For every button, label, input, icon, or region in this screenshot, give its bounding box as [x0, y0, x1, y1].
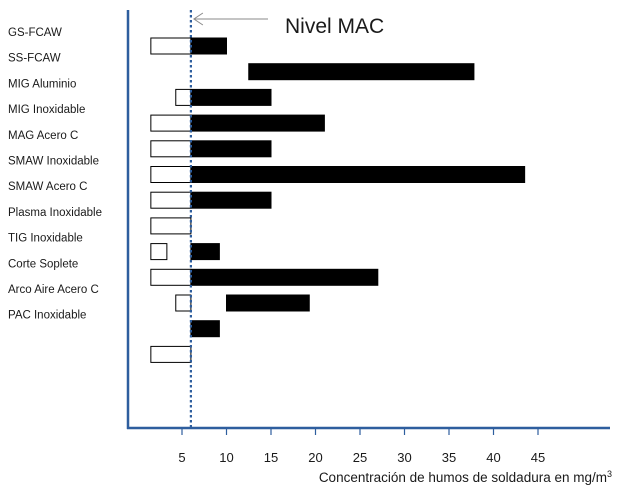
bars-group: [150, 37, 526, 363]
open-bar-row-4: [150, 114, 192, 132]
mac-arrow-head: [192, 12, 204, 26]
open-bar-row-9: [150, 243, 168, 261]
category-label-pac-inoxidable: PAC Inoxidable: [8, 310, 86, 322]
mac-reference-label: Nivel MAC: [285, 15, 384, 38]
x-tick-label-5: 5: [178, 450, 185, 465]
filled-bar-row-1: [190, 37, 227, 55]
category-label-smaw-acero-c: SMAW Acero C: [8, 181, 87, 193]
filled-bar-row-9: [190, 243, 220, 261]
x-tick-label-20: 20: [308, 450, 322, 465]
category-label-mag-acero-c: MAG Acero C: [8, 130, 78, 142]
filled-bar-row-11: [226, 294, 310, 312]
x-axis-label-superscript: 3: [607, 469, 612, 479]
category-label-ss-fcaw: SS-FCAW: [8, 53, 61, 65]
open-bar-row-6: [150, 166, 192, 183]
open-bar-row-7: [150, 191, 192, 209]
category-label-corte-soplete: Corte Soplete: [8, 258, 78, 270]
category-label-gs-fcaw: GS-FCAW: [8, 27, 62, 39]
x-tick-label-30: 30: [397, 450, 411, 465]
open-bar-row-13: [150, 345, 192, 363]
open-bar-row-10: [150, 268, 192, 286]
x-axis-label-text: Concentración de humos de soldadura en m…: [319, 470, 607, 485]
open-bar-row-8: [150, 217, 192, 235]
x-tick-label-35: 35: [442, 450, 456, 465]
open-bar-row-11: [175, 294, 192, 312]
category-label-tig-inoxidable: TIG Inoxidable: [8, 233, 83, 245]
category-label-mig-aluminio: MIG Aluminio: [8, 78, 76, 90]
x-tick-label-25: 25: [353, 450, 367, 465]
category-label-smaw-inoxidable: SMAW Inoxidable: [8, 156, 99, 168]
filled-bar-row-5: [190, 140, 272, 158]
open-bar-row-3: [175, 88, 192, 106]
filled-bar-row-12: [190, 320, 220, 338]
x-tick-label-45: 45: [531, 450, 545, 465]
x-axis-label: Concentración de humos de soldadura en m…: [319, 469, 612, 485]
category-labels: GS-FCAW SS-FCAW MIG Aluminio MIG Inoxidable…: [8, 27, 102, 322]
category-label-mig-inoxidable: MIG Inoxidable: [8, 104, 85, 116]
filled-bar-row-2: [248, 63, 475, 81]
filled-bar-row-3: [190, 88, 272, 106]
x-tick-label-40: 40: [486, 450, 500, 465]
x-tick-label-10: 10: [219, 450, 233, 465]
category-label-arco-aire-acero-c: Arco Aire Acero C: [8, 284, 99, 296]
filled-bar-row-4: [190, 114, 325, 132]
x-axis-ticks: 5 10 15 20 25 30 35 40 45: [178, 428, 545, 465]
x-tick-label-15: 15: [264, 450, 278, 465]
filled-bar-row-6: [190, 166, 526, 183]
open-bar-row-5: [150, 140, 192, 158]
filled-bar-row-7: [190, 191, 272, 209]
filled-bar-row-10: [190, 268, 379, 286]
open-bar-row-1: [150, 37, 192, 55]
category-label-plasma-inoxidable: Plasma Inoxidable: [8, 207, 102, 219]
